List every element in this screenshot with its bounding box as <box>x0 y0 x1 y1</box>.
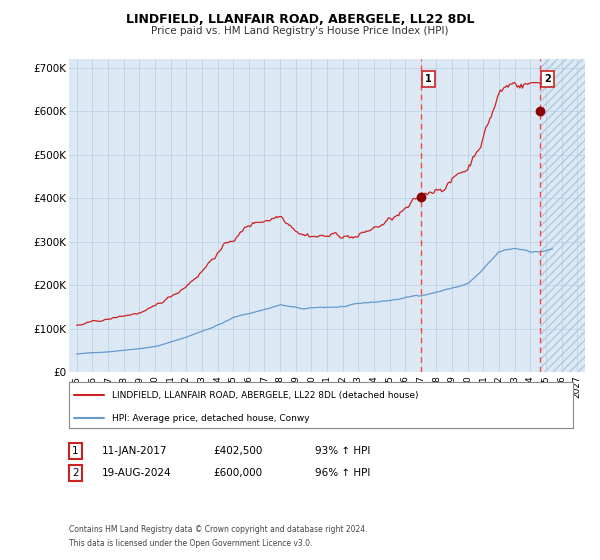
Text: 19-AUG-2024: 19-AUG-2024 <box>102 468 172 478</box>
Text: 93% ↑ HPI: 93% ↑ HPI <box>315 446 370 456</box>
Text: Contains HM Land Registry data © Crown copyright and database right 2024.: Contains HM Land Registry data © Crown c… <box>69 525 367 534</box>
Text: LINDFIELD, LLANFAIR ROAD, ABERGELE, LL22 8DL (detached house): LINDFIELD, LLANFAIR ROAD, ABERGELE, LL22… <box>112 391 418 400</box>
Text: Price paid vs. HM Land Registry's House Price Index (HPI): Price paid vs. HM Land Registry's House … <box>151 26 449 36</box>
Text: 11-JAN-2017: 11-JAN-2017 <box>102 446 167 456</box>
Text: This data is licensed under the Open Government Licence v3.0.: This data is licensed under the Open Gov… <box>69 539 313 548</box>
Text: 2: 2 <box>544 74 551 84</box>
Text: £600,000: £600,000 <box>213 468 262 478</box>
Text: 2: 2 <box>72 468 79 478</box>
Text: 1: 1 <box>72 446 79 456</box>
Text: 1: 1 <box>425 74 432 84</box>
Text: HPI: Average price, detached house, Conwy: HPI: Average price, detached house, Conw… <box>112 414 310 423</box>
Text: £402,500: £402,500 <box>213 446 262 456</box>
Text: 96% ↑ HPI: 96% ↑ HPI <box>315 468 370 478</box>
Text: LINDFIELD, LLANFAIR ROAD, ABERGELE, LL22 8DL: LINDFIELD, LLANFAIR ROAD, ABERGELE, LL22… <box>126 13 474 26</box>
